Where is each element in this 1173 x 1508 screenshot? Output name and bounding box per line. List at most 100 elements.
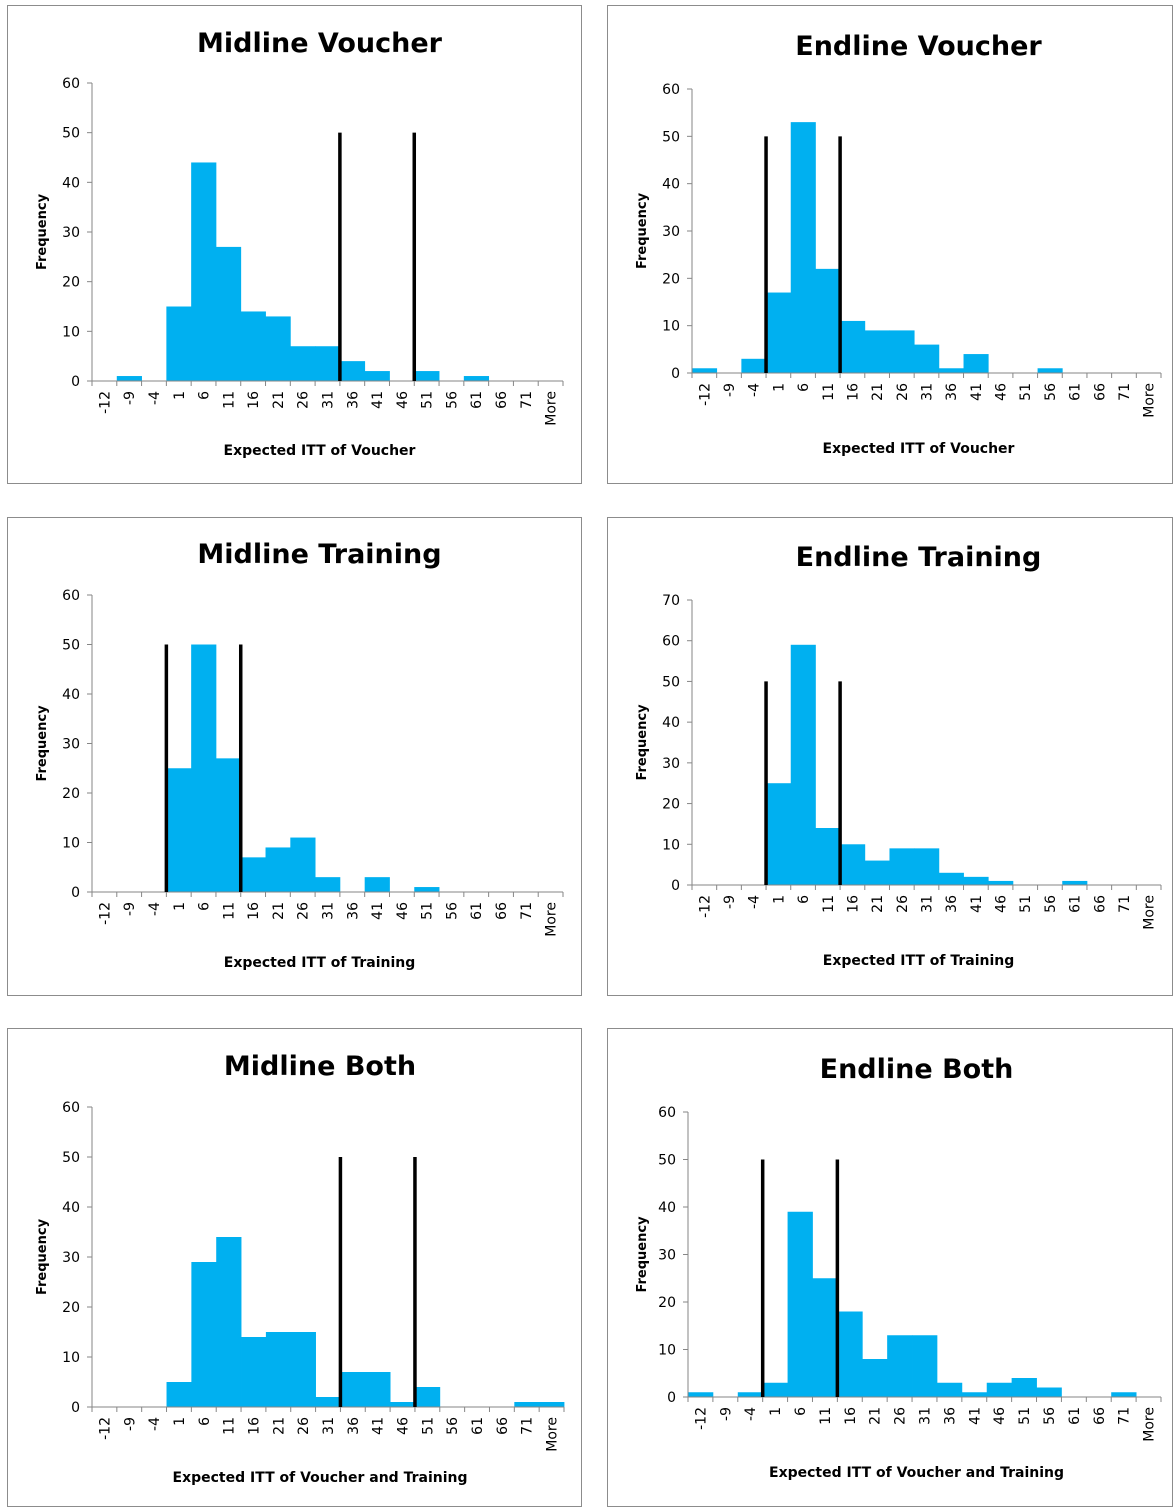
y-tick-label: 0 — [71, 374, 80, 390]
x-tick-label: 31 — [321, 1417, 337, 1435]
x-tick-label: 61 — [470, 1417, 486, 1435]
y-tick-label: 20 — [662, 271, 680, 287]
histogram-bar — [1037, 368, 1063, 373]
x-tick-label: 16 — [843, 1407, 859, 1425]
x-tick-label: -12 — [97, 902, 113, 925]
y-tick-label: 30 — [662, 756, 680, 772]
x-tick-label: 21 — [271, 391, 287, 409]
chart-title: Midline Both — [224, 1051, 416, 1082]
x-tick-label: More — [545, 1417, 561, 1452]
x-tick-label: 46 — [994, 383, 1010, 401]
x-tick-label: 61 — [469, 902, 485, 920]
x-tick-label: 36 — [345, 391, 361, 409]
y-tick-label: 10 — [662, 319, 680, 335]
y-tick-label: 50 — [662, 674, 680, 690]
x-tick-label: 41 — [969, 383, 985, 401]
x-tick-label: 51 — [1018, 383, 1034, 401]
x-tick-label: -9 — [122, 391, 138, 405]
x-tick-label: 41 — [967, 1407, 983, 1425]
chart-midline-voucher: Midline Voucher Frequency Expected ITT of … — [35, 28, 564, 459]
chart-panel-midline-training: Midline Training Frequency Expected ITT of… — [7, 517, 582, 996]
x-tick-label: 46 — [992, 1407, 1008, 1425]
chart-midline-training: Midline Training Frequency Expected ITT of… — [35, 539, 564, 971]
histogram-bar — [741, 358, 767, 373]
y-tick-label: 10 — [62, 1350, 80, 1366]
histogram-bar — [889, 330, 915, 373]
y-tick-label: 50 — [62, 638, 80, 654]
x-tick-label: More — [544, 902, 560, 937]
histogram-bar — [539, 1402, 565, 1407]
x-tick-label: 51 — [1017, 1407, 1033, 1425]
chart-endline-both: Endline Both Frequency Expected ITT of Vou… — [635, 1054, 1162, 1481]
x-tick-label: 46 — [994, 895, 1010, 913]
histogram-bar — [790, 644, 816, 885]
histogram-bar — [414, 887, 440, 892]
histogram-bar — [766, 292, 792, 373]
x-tick-label: 1 — [172, 902, 188, 911]
histogram-bar — [265, 847, 291, 892]
histogram-bar — [938, 368, 964, 373]
x-tick-label: -4 — [747, 383, 763, 397]
histogram-bar — [240, 311, 266, 381]
histogram-bar — [215, 758, 242, 892]
y-tick-label: 50 — [62, 126, 80, 142]
x-tick-label: 61 — [1068, 383, 1084, 401]
y-tick-label: 60 — [658, 1105, 676, 1121]
histogram-bar — [116, 376, 142, 381]
x-tick-label: 6 — [796, 895, 812, 904]
histogram-bar — [963, 876, 989, 885]
chart-title: Endline Training — [796, 542, 1042, 573]
chart-title: Midline Training — [197, 539, 441, 570]
y-tick-label: 50 — [658, 1153, 676, 1169]
histogram-bar — [914, 344, 940, 373]
histogram-bar — [1011, 1378, 1037, 1397]
x-tick-label: More — [544, 391, 560, 426]
x-axis-label: Expected ITT of Training — [224, 955, 416, 971]
histogram-bar — [414, 371, 440, 381]
histogram-bar — [938, 872, 964, 885]
x-tick-label: 6 — [796, 383, 812, 392]
x-tick-label: 36 — [942, 1407, 958, 1425]
histogram-bar — [815, 268, 841, 373]
histogram-bar — [912, 1335, 938, 1397]
x-tick-label: 56 — [444, 902, 460, 920]
x-tick-label: 11 — [221, 391, 237, 409]
chart-panel-endline-training: Endline Training Frequency Expected ITT of… — [607, 517, 1173, 996]
histogram-bar — [988, 880, 1014, 885]
x-tick-label: 21 — [271, 1417, 287, 1435]
x-tick-label: 31 — [321, 902, 337, 920]
histogram-bar — [215, 246, 242, 381]
histogram-bar — [1062, 880, 1088, 885]
y-tick-label: 40 — [662, 177, 680, 193]
x-tick-label: -4 — [147, 1417, 163, 1431]
chart-midline-both: Midline Both Frequency Expected ITT of Vou… — [35, 1051, 565, 1486]
histogram-bar — [862, 1359, 888, 1397]
histogram-bar — [216, 1237, 242, 1407]
x-tick-label: 36 — [944, 895, 960, 913]
x-tick-label: 61 — [1068, 895, 1084, 913]
chart-panel-midline-both: Midline Both Frequency Expected ITT of Vou… — [7, 1028, 582, 1507]
x-tick-label: 46 — [395, 902, 411, 920]
chart-title: Endline Voucher — [795, 31, 1042, 62]
x-tick-label: 6 — [197, 902, 213, 911]
x-tick-label: 31 — [920, 383, 936, 401]
x-tick-label: 61 — [469, 391, 485, 409]
x-tick-label: 51 — [420, 902, 436, 920]
histogram-bar — [762, 1382, 788, 1397]
histogram-bar — [315, 346, 341, 381]
x-tick-label: -12 — [97, 391, 113, 414]
histogram-bar — [986, 1382, 1013, 1397]
x-tick-label: 16 — [845, 895, 861, 913]
y-tick-label: 60 — [662, 634, 680, 650]
histogram-bar — [837, 1311, 863, 1397]
y-tick-label: 20 — [658, 1295, 676, 1311]
histogram-bar — [241, 1337, 267, 1407]
x-tick-label: 11 — [222, 1417, 238, 1435]
x-axis-label: Expected ITT of Voucher — [224, 443, 416, 459]
histogram-bar — [914, 848, 940, 885]
x-tick-label: 56 — [444, 391, 460, 409]
histogram-bar — [737, 1392, 764, 1397]
x-tick-label: 71 — [1117, 895, 1133, 913]
y-tick-label: 30 — [658, 1248, 676, 1264]
x-tick-label: 56 — [1042, 1407, 1058, 1425]
